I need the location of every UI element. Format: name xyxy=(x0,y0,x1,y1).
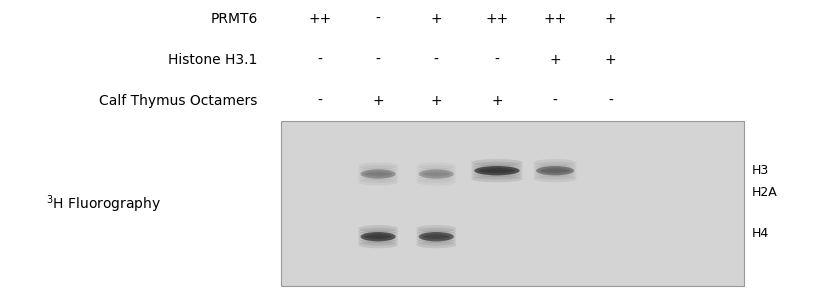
Text: -: - xyxy=(317,53,322,67)
Text: +: + xyxy=(430,12,442,26)
Ellipse shape xyxy=(358,238,398,246)
Ellipse shape xyxy=(475,166,519,175)
Ellipse shape xyxy=(422,234,450,239)
Ellipse shape xyxy=(471,164,523,172)
Text: -: - xyxy=(553,94,558,108)
Text: ++: ++ xyxy=(485,12,509,26)
Text: -: - xyxy=(317,94,322,108)
Ellipse shape xyxy=(534,170,577,177)
Ellipse shape xyxy=(358,230,398,238)
Ellipse shape xyxy=(534,159,577,166)
Text: +: + xyxy=(605,53,617,67)
Ellipse shape xyxy=(416,225,456,232)
Text: H4: H4 xyxy=(752,227,770,240)
Ellipse shape xyxy=(358,236,398,243)
Ellipse shape xyxy=(534,164,577,172)
Text: +: + xyxy=(430,94,442,108)
Ellipse shape xyxy=(361,232,396,241)
Ellipse shape xyxy=(536,166,574,175)
Ellipse shape xyxy=(416,238,456,246)
Text: +: + xyxy=(372,94,384,108)
Ellipse shape xyxy=(422,172,450,176)
Ellipse shape xyxy=(419,232,454,241)
Text: $^{3}$H Fluorography: $^{3}$H Fluorography xyxy=(46,194,161,215)
Text: -: - xyxy=(494,53,499,67)
Text: -: - xyxy=(434,53,439,67)
Text: PRMT6: PRMT6 xyxy=(210,12,258,26)
Ellipse shape xyxy=(361,169,396,179)
Ellipse shape xyxy=(534,167,577,174)
Text: ++: ++ xyxy=(543,12,567,26)
Text: Calf Thymus Octamers: Calf Thymus Octamers xyxy=(99,94,258,108)
Ellipse shape xyxy=(471,167,523,174)
Text: -: - xyxy=(376,12,381,26)
Ellipse shape xyxy=(419,169,454,179)
Text: Histone H3.1: Histone H3.1 xyxy=(168,53,258,67)
Ellipse shape xyxy=(479,168,515,173)
Text: +: + xyxy=(549,53,561,67)
Ellipse shape xyxy=(471,175,523,182)
Ellipse shape xyxy=(471,159,523,166)
Ellipse shape xyxy=(358,233,398,240)
Ellipse shape xyxy=(364,172,392,176)
Text: H2A: H2A xyxy=(752,186,778,199)
Text: +: + xyxy=(605,12,617,26)
Text: -: - xyxy=(376,53,381,67)
Ellipse shape xyxy=(416,236,456,243)
FancyBboxPatch shape xyxy=(281,121,744,286)
Ellipse shape xyxy=(471,170,523,177)
Ellipse shape xyxy=(540,168,570,173)
Ellipse shape xyxy=(416,241,456,248)
Ellipse shape xyxy=(364,234,392,239)
Ellipse shape xyxy=(358,225,398,232)
Text: H3: H3 xyxy=(752,164,770,177)
Ellipse shape xyxy=(471,172,523,180)
Ellipse shape xyxy=(534,175,577,182)
Ellipse shape xyxy=(416,228,456,235)
Text: ++: ++ xyxy=(308,12,332,26)
Ellipse shape xyxy=(534,162,577,169)
Text: -: - xyxy=(608,94,613,108)
Ellipse shape xyxy=(416,233,456,240)
Ellipse shape xyxy=(471,162,523,169)
Ellipse shape xyxy=(416,230,456,238)
Text: +: + xyxy=(491,94,503,108)
Ellipse shape xyxy=(358,228,398,235)
Ellipse shape xyxy=(534,172,577,180)
Ellipse shape xyxy=(358,241,398,248)
